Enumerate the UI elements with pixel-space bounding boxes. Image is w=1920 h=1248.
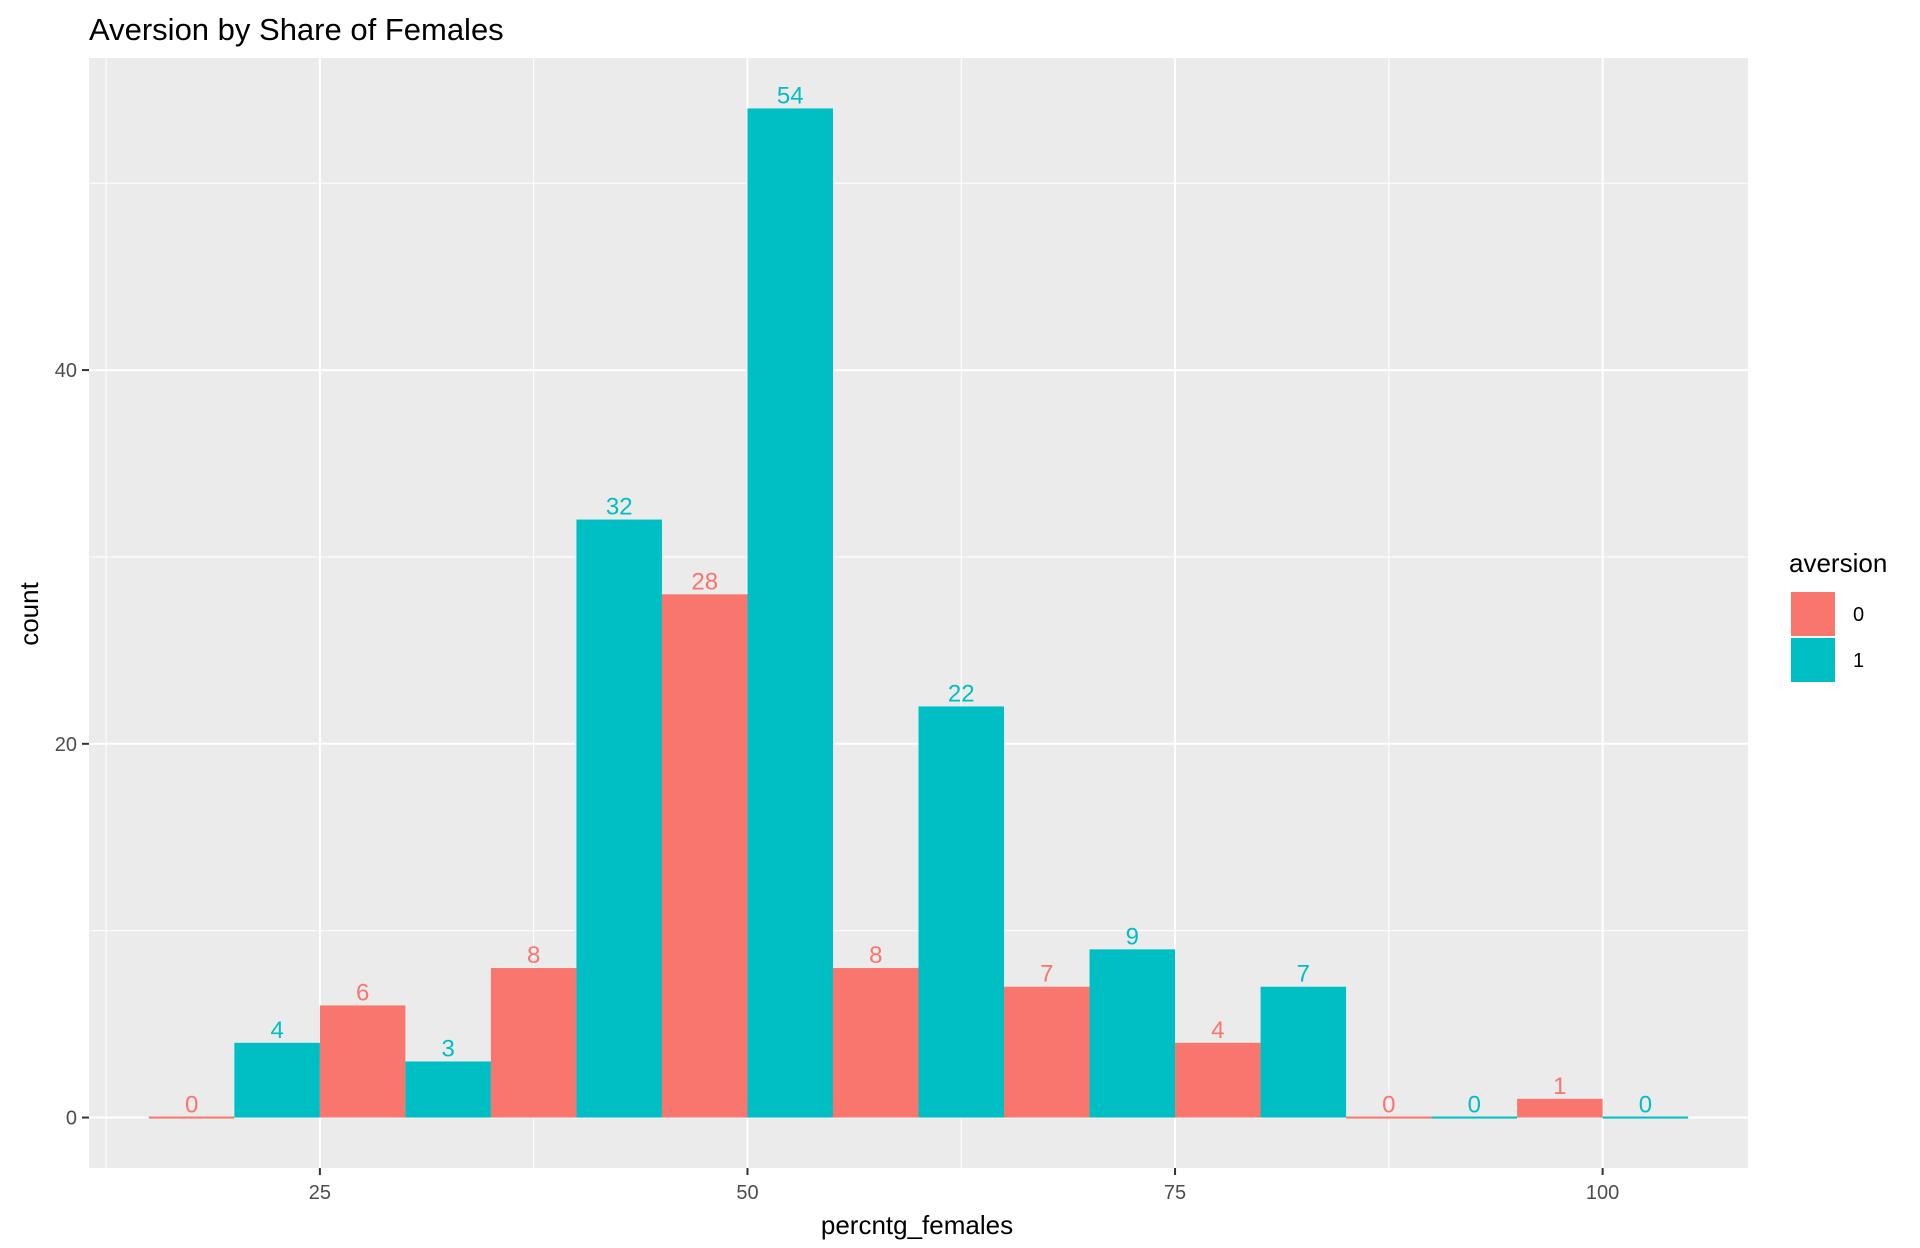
bar xyxy=(405,1061,491,1118)
bar-value-label: 28 xyxy=(691,568,718,595)
legend-key xyxy=(1791,638,1835,682)
legend-key xyxy=(1791,592,1835,636)
bar-value-label: 32 xyxy=(606,494,633,521)
bar-value-label: 7 xyxy=(1040,961,1053,988)
bar xyxy=(747,108,833,1118)
bar xyxy=(1175,1042,1261,1118)
bar-value-label: 9 xyxy=(1126,923,1139,950)
bar xyxy=(1260,986,1347,1118)
bar-value-label: 0 xyxy=(1639,1092,1652,1119)
bar-value-label: 1 xyxy=(1553,1073,1566,1100)
y-axis: 0 20 40 xyxy=(55,360,89,1130)
bar-value-label: 4 xyxy=(270,1017,283,1044)
bar xyxy=(576,519,662,1118)
bar xyxy=(832,968,919,1118)
legend-label: 1 xyxy=(1853,650,1864,672)
bar xyxy=(1431,1116,1518,1119)
bar-value-label: 0 xyxy=(1468,1092,1481,1119)
bar xyxy=(661,594,748,1118)
chart-title: Aversion by Share of Females xyxy=(89,12,504,47)
y-tick-label: 0 xyxy=(66,1108,77,1130)
bar xyxy=(148,1116,235,1119)
bar xyxy=(918,706,1005,1118)
bar-value-label: 4 xyxy=(1211,1017,1224,1044)
bar-labels: 0 6 8 28 8 7 4 0 1 4 3 32 54 22 9 7 0 0 xyxy=(185,82,1652,1118)
bar-value-label: 22 xyxy=(948,680,975,707)
x-axis-title: percntg_females xyxy=(821,1210,1013,1240)
bar-value-label: 8 xyxy=(869,942,882,969)
bar-value-label: 0 xyxy=(185,1092,198,1119)
legend-label: 0 xyxy=(1853,604,1864,626)
bar xyxy=(1004,986,1090,1118)
legend: aversion 0 1 xyxy=(1789,548,1887,682)
x-axis: 25 50 75 100 xyxy=(309,1168,1619,1204)
y-axis-title: count xyxy=(14,581,44,645)
bar xyxy=(319,1005,406,1118)
bar xyxy=(234,1042,320,1118)
y-tick-label: 40 xyxy=(55,360,77,382)
x-tick-label: 50 xyxy=(736,1182,758,1204)
bar xyxy=(490,968,577,1118)
bar-value-label: 7 xyxy=(1297,961,1310,988)
bar xyxy=(1089,949,1176,1118)
x-tick-label: 100 xyxy=(1586,1182,1619,1204)
bar xyxy=(1346,1116,1432,1119)
bar-value-label: 3 xyxy=(441,1035,454,1062)
bar xyxy=(1517,1098,1603,1118)
x-tick-label: 75 xyxy=(1164,1182,1186,1204)
bar xyxy=(1602,1116,1689,1119)
bar-value-label: 8 xyxy=(527,942,540,969)
bar-value-label: 0 xyxy=(1382,1092,1395,1119)
legend-title: aversion xyxy=(1789,548,1887,578)
bars xyxy=(148,108,1689,1119)
x-tick-label: 25 xyxy=(309,1182,331,1204)
bar-value-label: 6 xyxy=(356,979,369,1006)
y-tick-label: 20 xyxy=(55,734,77,756)
bar-value-label: 54 xyxy=(777,82,804,109)
